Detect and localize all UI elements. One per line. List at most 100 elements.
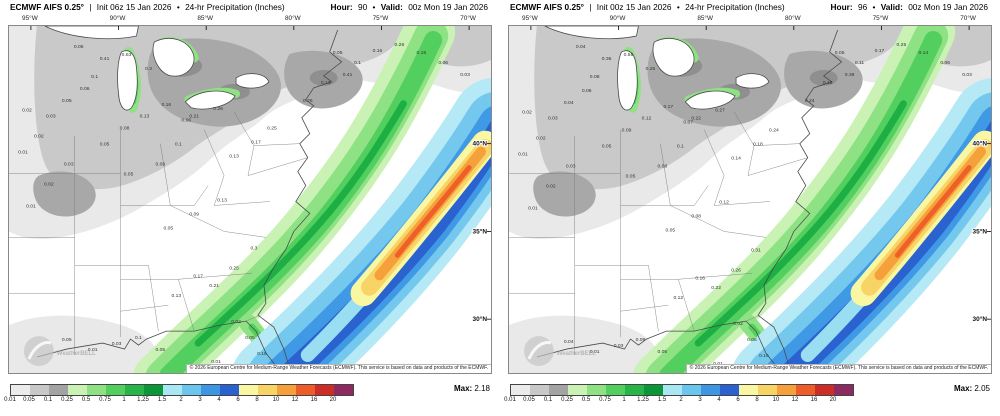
panel-left: ECMWF AIFS 0.25° | Init 06z 15 Jan 2026 … xyxy=(4,2,492,403)
colorbar-cell xyxy=(258,385,277,395)
header-right: Hour: 96 • Valid: 00z Mon 19 Jan 2026 xyxy=(831,2,991,12)
colorbar-tick: 2 xyxy=(679,397,683,403)
colorbar-cell xyxy=(239,385,258,395)
colorbar-tick: 6 xyxy=(736,397,740,403)
latitude-label: 30°N xyxy=(973,315,988,323)
header-bullet: • xyxy=(176,2,180,12)
contour-label: 0.01 xyxy=(528,205,538,211)
init-time: Init 06z 15 Jan 2026 xyxy=(96,2,172,12)
contour-label: 0.13 xyxy=(140,114,150,120)
hour-label: Hour: xyxy=(830,2,853,12)
contour-label: 0.36 xyxy=(602,56,612,62)
colorbar-cell xyxy=(834,385,853,395)
contour-label: 0.03 xyxy=(64,162,74,168)
colorbar-cell xyxy=(68,385,87,395)
contour-label: 0.26 xyxy=(303,98,313,104)
contour-label: 0.02 xyxy=(231,319,241,325)
contour-label: 0.02 xyxy=(522,110,532,116)
colorbar-tick: 1.25 xyxy=(637,397,649,403)
init-time: Init 00z 15 Jan 2026 xyxy=(596,2,672,12)
contour-label: 0.06 xyxy=(181,118,191,124)
contour-label: 0.17 xyxy=(193,273,203,279)
colorbar-cell xyxy=(587,385,606,395)
colorbar-cell xyxy=(644,385,663,395)
contour-label: 0.05 xyxy=(100,142,110,148)
contour-label: 0.02 xyxy=(733,321,743,327)
colorbar-tick: 0.01 xyxy=(504,397,516,403)
longitude-label: 70°W xyxy=(960,15,976,22)
contour-label: 0.13 xyxy=(217,197,227,203)
longitude-axis: 95°W 90°W 85°W 80°W 75°W 70°W xyxy=(508,15,990,24)
valid-label: Valid: xyxy=(880,2,903,12)
contour-label: 0.41 xyxy=(100,56,110,62)
colorbar-cell xyxy=(682,385,701,395)
colorbar-tick: 16 xyxy=(810,397,818,403)
colorbar-cell xyxy=(720,385,739,395)
colorbar-tick: 12 xyxy=(291,397,299,403)
contour-label: 0.05 xyxy=(333,50,343,56)
longitude-label: 80°W xyxy=(784,15,801,22)
colorbar-cell xyxy=(663,385,682,395)
contour-label: 0.3 xyxy=(251,245,258,251)
header-right: Hour: 90 • Valid: 00z Mon 19 Jan 2026 xyxy=(331,2,491,12)
colorbar-cell xyxy=(11,385,30,395)
colorbar-tick: 12 xyxy=(791,397,799,403)
header-bullet: • xyxy=(872,2,876,12)
longitude-label: 70°W xyxy=(460,15,476,22)
contour-label: 0.07 xyxy=(683,120,693,126)
colorbar-tick: 4 xyxy=(717,397,721,403)
contour-label: 0.13 xyxy=(171,293,181,299)
contour-label: 0.04 xyxy=(564,339,574,345)
great-lakes xyxy=(544,26,770,111)
contour-label: 0.12 xyxy=(642,116,652,122)
contour-label: 0.06 xyxy=(80,86,90,92)
contour-label: 0.15 xyxy=(416,50,426,56)
max-label: Max: xyxy=(953,384,973,393)
contour-label: 0.05 xyxy=(626,174,636,180)
contour-label: 0.1 xyxy=(677,144,684,150)
contour-label: 0.09 xyxy=(156,162,166,168)
contour-label: 0.24 xyxy=(769,128,779,134)
colorbar-tick: 4 xyxy=(217,397,221,403)
contour-label: 0.3 xyxy=(145,66,152,72)
latitude-label: 40°N xyxy=(973,140,988,148)
colorbar-wrap: 0.01 0.05 0.1 0.25 0.5 0.75 1 1.25 1.5 2 3 4 6 8 10 12 1… xyxy=(504,384,854,403)
valid-value: 00z Mon 19 Jan 2026 xyxy=(408,2,488,12)
header-bullet: • xyxy=(676,2,680,12)
contour-label: 0.26 xyxy=(731,267,741,273)
colorbar-tick: 6 xyxy=(236,397,240,403)
contour-label: 0.08 xyxy=(658,164,668,170)
contour-label: 0.05 xyxy=(835,50,845,56)
contour-label: 0.01 xyxy=(26,203,36,209)
map-frame: WeatherBELL 0.04 0.36 0.55 0.26 0.08 0.02 0.03… xyxy=(508,25,992,374)
colorbar-tick: 3 xyxy=(698,397,702,403)
colorbar-tick: 10 xyxy=(772,397,780,403)
contour-label: 0.01 xyxy=(590,349,600,355)
max-value-label: Max: 2.18 xyxy=(454,384,490,393)
contour-label: 0.05 xyxy=(62,337,72,343)
contour-label: 0.09 xyxy=(622,128,632,134)
contour-label: 0.01 xyxy=(88,347,98,353)
contour-label: 0.13 xyxy=(321,80,331,86)
contour-label: 0.1 xyxy=(354,60,361,66)
longitude-label: 75°W xyxy=(372,15,389,22)
colorbar-cell xyxy=(701,385,720,395)
contour-label: 0.05 xyxy=(124,172,134,178)
colorbar-tick: 1 xyxy=(122,397,126,403)
contour-label: 0.25 xyxy=(229,265,239,271)
contour-label: 0.31 xyxy=(751,247,761,253)
colorbar-cell xyxy=(606,385,625,395)
contour-label: 0.1 xyxy=(175,142,182,148)
contour-label: 0.1 xyxy=(135,335,142,341)
model-name: ECMWF AIFS 0.25° xyxy=(10,2,85,12)
contour-label: 0.27 xyxy=(715,108,725,114)
latitude-label: 30°N xyxy=(473,315,488,323)
contour-label: 0.17 xyxy=(251,140,261,146)
colorbar-cell xyxy=(625,385,644,395)
colorbar-tick: 0.05 xyxy=(23,397,35,403)
colorbar-cell xyxy=(30,385,49,395)
colorbar-tick: 0.75 xyxy=(599,397,611,403)
longitude-label: 85°W xyxy=(197,15,214,22)
colorbar-cell xyxy=(315,385,334,395)
contour-label: 0.63 xyxy=(122,52,132,58)
